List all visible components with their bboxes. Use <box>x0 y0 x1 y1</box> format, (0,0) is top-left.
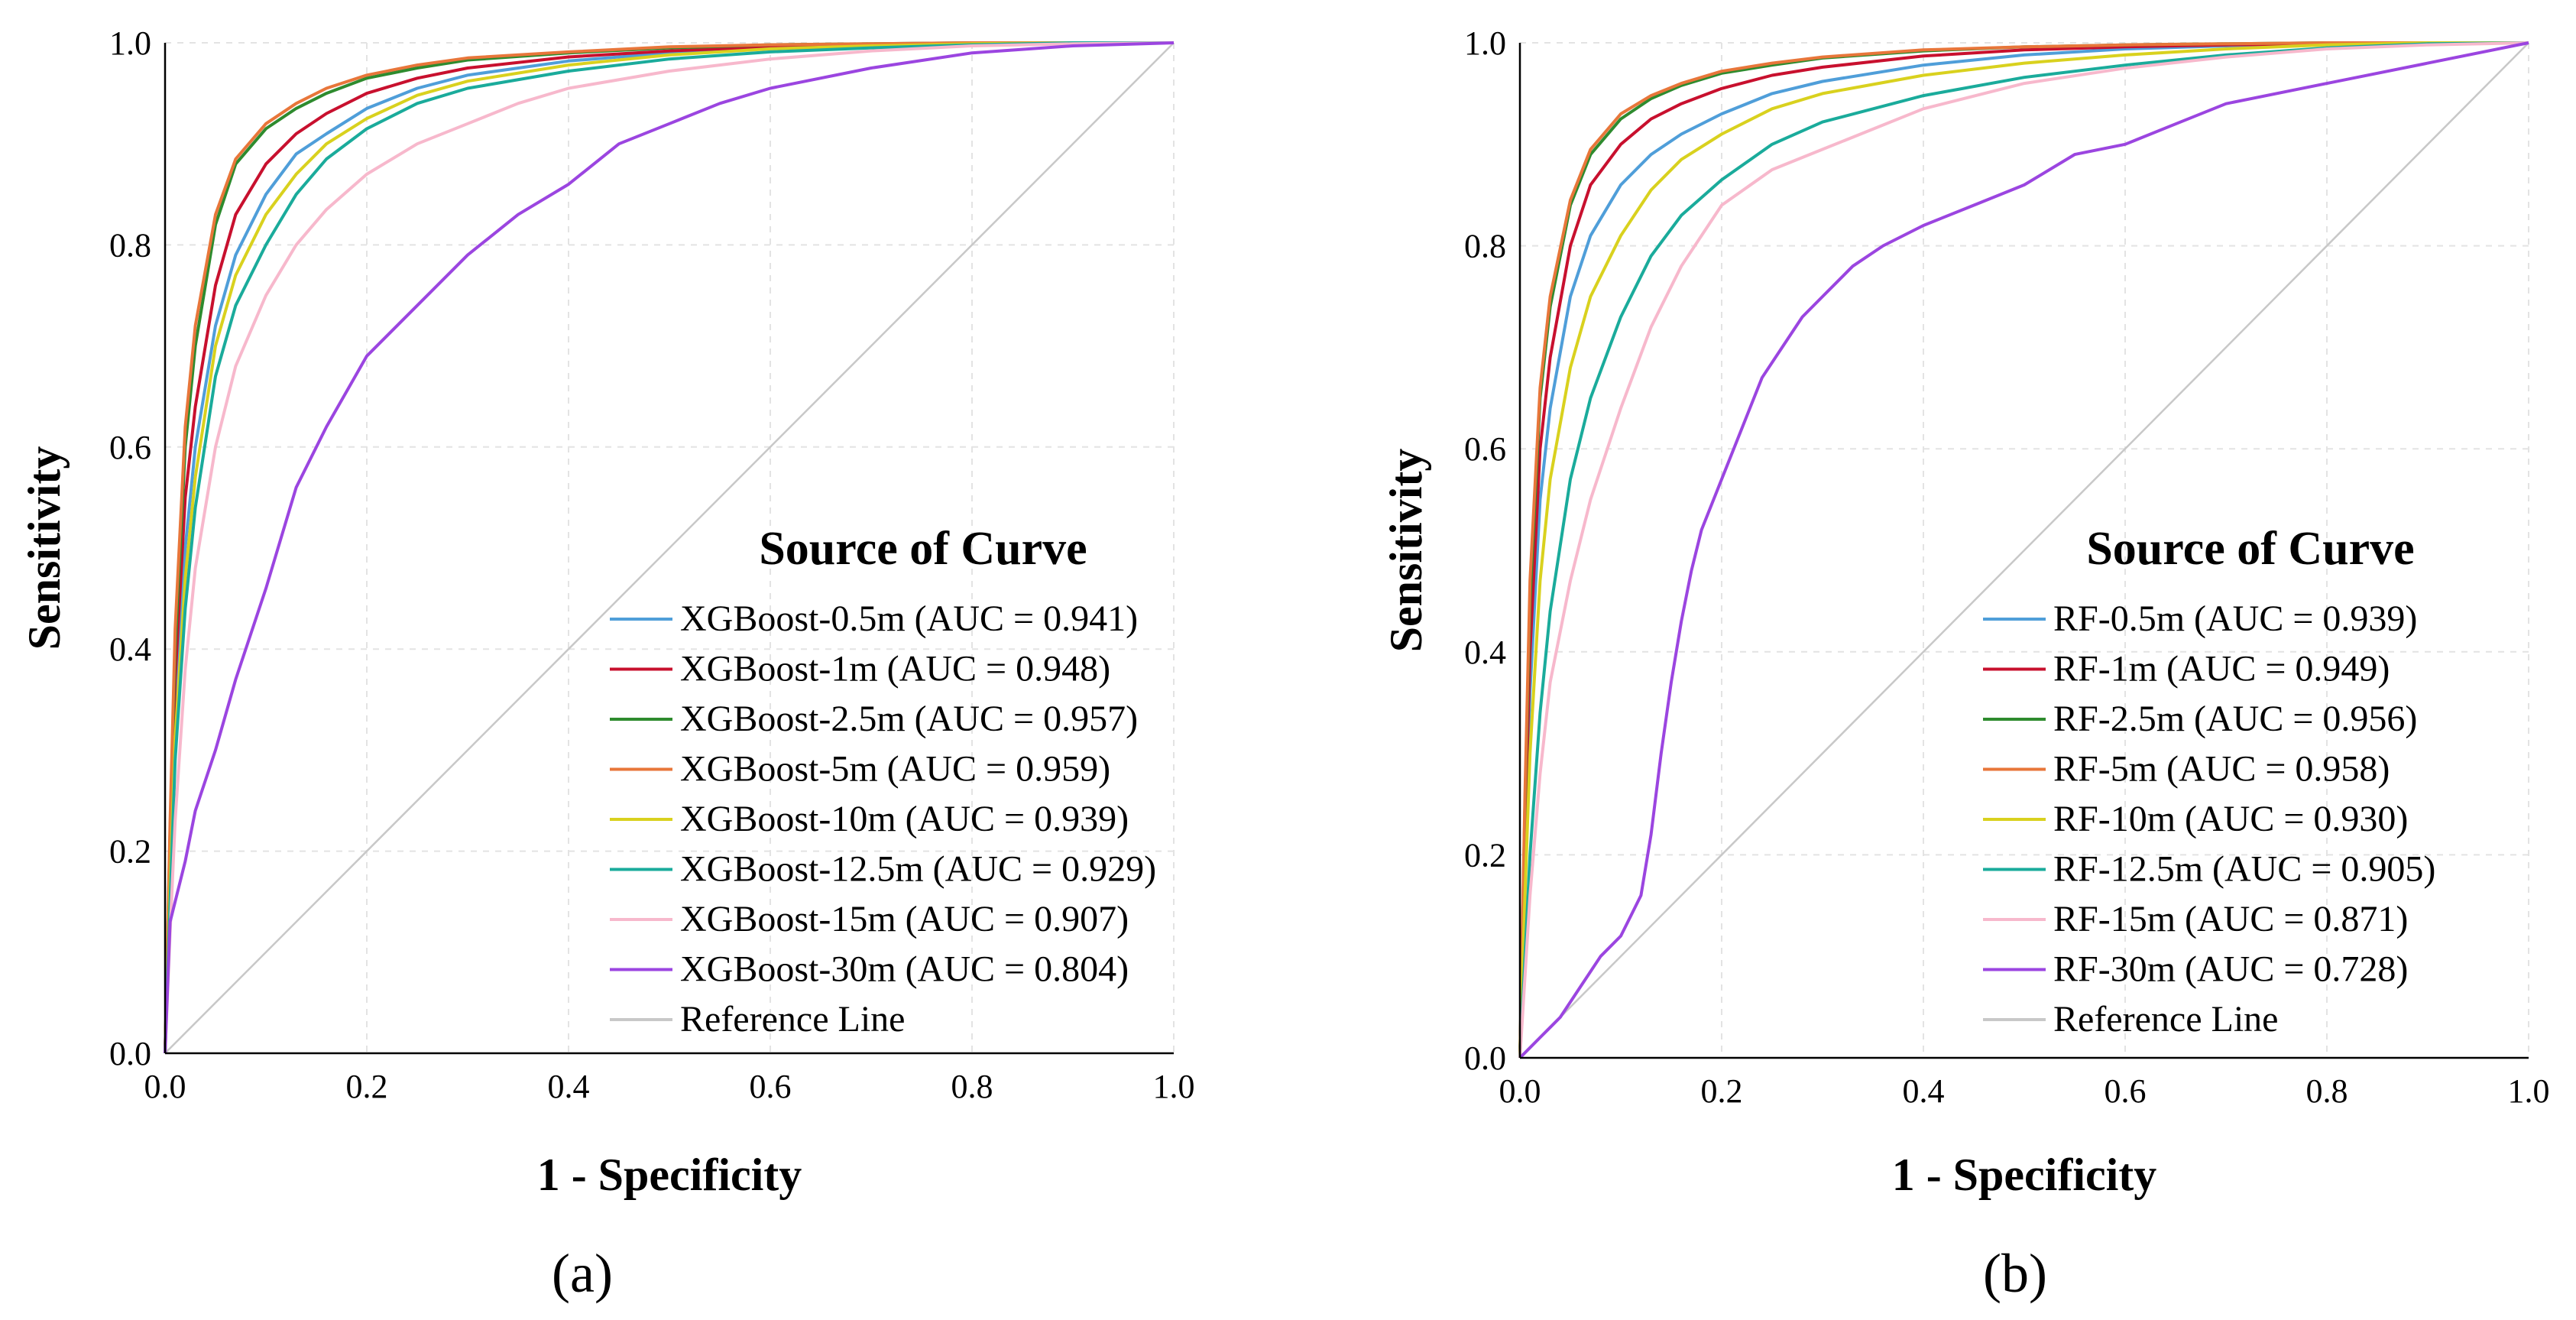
legend-entry: XGBoost-2.5m (AUC = 0.957) <box>680 699 1138 739</box>
x-tick-label: 0.0 <box>144 1068 186 1105</box>
roc-curve-6 <box>164 41 1174 1054</box>
roc-curve-8 <box>164 41 1175 1054</box>
legend-entry: XGBoost-30m (AUC = 0.804) <box>680 949 1129 990</box>
y-tick-label: 0.6 <box>1464 430 1506 468</box>
y-tick-label: 0.8 <box>1464 228 1506 265</box>
x-axis-label: 1 - Specificity <box>1892 1150 2157 1200</box>
x-axis-label: 1 - Specificity <box>537 1150 802 1200</box>
y-axis-label: Sensitivity <box>19 446 70 650</box>
x-tick-label: 0.6 <box>2105 1072 2147 1110</box>
roc-curve-4 <box>1518 41 2529 1059</box>
roc-curve-5 <box>1518 41 2529 1059</box>
x-tick-label: 0.8 <box>951 1068 993 1105</box>
legend-entry: RF-30m (AUC = 0.728) <box>2053 949 2408 990</box>
legend-entry: RF-15m (AUC = 0.871) <box>2053 899 2408 939</box>
legend-entry: XGBoost-15m (AUC = 0.907) <box>680 899 1129 939</box>
y-tick-label: 0.4 <box>109 631 151 668</box>
legend-title: Source of Curve <box>759 523 1087 575</box>
legend-entry: RF-0.5m (AUC = 0.939) <box>2053 598 2417 639</box>
legend: Source of Curve XGBoost-0.5m (AUC = 0.941… <box>610 523 1156 1039</box>
legend-entry: RF-5m (AUC = 0.958) <box>2053 749 2390 790</box>
reference-line <box>1519 42 2529 1059</box>
y-tick-label: 0.6 <box>109 429 151 466</box>
y-tick-label: 0.0 <box>1464 1039 1506 1077</box>
y-tick-label: 0.4 <box>1464 634 1506 671</box>
x-tick-label: 0.2 <box>1701 1072 1743 1110</box>
legend-entry: XGBoost-10m (AUC = 0.939) <box>680 799 1129 839</box>
panel-label: (a) <box>552 1243 613 1304</box>
x-tick-label: 0.2 <box>346 1068 388 1105</box>
legend-entry: XGBoost-12.5m (AUC = 0.929) <box>680 849 1156 890</box>
legend-entry: RF-1m (AUC = 0.949) <box>2053 649 2390 689</box>
legend-entry: RF-10m (AUC = 0.930) <box>2053 799 2408 839</box>
roc-panel-a: 0.00.0 0.2 0.2 0.4 0.4 0.6 0.6 0.8 0.8 1.0 1.0 1 - … <box>19 24 1195 1304</box>
roc-curve-4 <box>164 41 1174 1054</box>
y-tick-label: 0.0 <box>109 1035 151 1072</box>
legend-title: Source of Curve <box>2086 523 2414 575</box>
x-tick-label: 0.8 <box>2306 1072 2348 1110</box>
roc-curve-5 <box>164 41 1174 1054</box>
legend-entry: XGBoost-0.5m (AUC = 0.941) <box>680 598 1138 639</box>
legend-entry: RF-2.5m (AUC = 0.956) <box>2053 699 2417 739</box>
y-tick-label: 0.2 <box>1464 836 1506 874</box>
legend-entry: Reference Line <box>2053 999 2278 1039</box>
legend-entry: XGBoost-5m (AUC = 0.959) <box>680 749 1110 790</box>
roc-curve-7 <box>164 41 1175 1054</box>
reference-line <box>164 42 1175 1054</box>
x-tick-label: 0.4 <box>548 1068 590 1105</box>
x-tick-label: 1.0 <box>2508 1072 2550 1110</box>
roc-panel-b: 0.00.0 0.2 0.2 0.4 0.4 0.6 0.6 0.8 0.8 1.0 1.0 1 - … <box>1381 24 2550 1304</box>
roc-curve-8 <box>1518 41 2529 1059</box>
legend: Source of Curve RF-0.5m (AUC = 0.939) RF-1… <box>1983 523 2435 1039</box>
legend-entry: RF-12.5m (AUC = 0.905) <box>2053 849 2435 890</box>
y-tick-label: 0.8 <box>109 226 151 264</box>
roc-curve-7 <box>1518 41 2529 1059</box>
roc-curve-6 <box>1518 41 2529 1059</box>
panel-label: (b) <box>1983 1243 2047 1304</box>
x-tick-label: 0.6 <box>750 1068 792 1105</box>
x-tick-label: 1.0 <box>1153 1068 1195 1105</box>
y-tick-label: 1.0 <box>109 24 151 62</box>
x-tick-label: 0.0 <box>1499 1072 1541 1110</box>
y-tick-label: 0.2 <box>109 833 151 871</box>
legend-entry: Reference Line <box>680 999 905 1039</box>
y-axis-label: Sensitivity <box>1381 449 1431 653</box>
legend-entry: XGBoost-1m (AUC = 0.948) <box>680 649 1110 689</box>
x-tick-label: 0.4 <box>1903 1072 1945 1110</box>
y-tick-label: 1.0 <box>1464 24 1506 62</box>
